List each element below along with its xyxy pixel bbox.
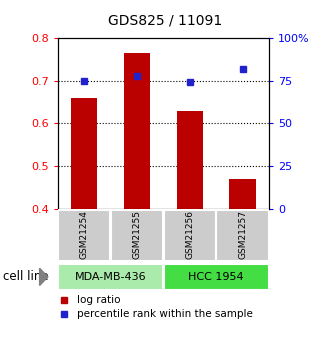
Bar — [164, 264, 269, 290]
Bar — [58, 264, 163, 290]
Bar — [229, 179, 256, 209]
Text: percentile rank within the sample: percentile rank within the sample — [77, 309, 253, 319]
Text: HCC 1954: HCC 1954 — [188, 272, 244, 282]
Bar — [216, 210, 269, 261]
Bar — [111, 210, 163, 261]
Text: GDS825 / 11091: GDS825 / 11091 — [108, 14, 222, 28]
Bar — [71, 98, 97, 209]
Text: GSM21256: GSM21256 — [185, 210, 194, 259]
Bar — [177, 110, 203, 209]
Text: MDA-MB-436: MDA-MB-436 — [75, 272, 147, 282]
Text: GSM21255: GSM21255 — [132, 210, 142, 259]
Bar — [164, 210, 216, 261]
Text: cell line: cell line — [3, 270, 49, 283]
Text: GSM21254: GSM21254 — [80, 210, 89, 259]
Text: GSM21257: GSM21257 — [238, 210, 247, 259]
Bar — [124, 53, 150, 209]
Bar — [58, 210, 110, 261]
Text: log ratio: log ratio — [77, 295, 121, 305]
